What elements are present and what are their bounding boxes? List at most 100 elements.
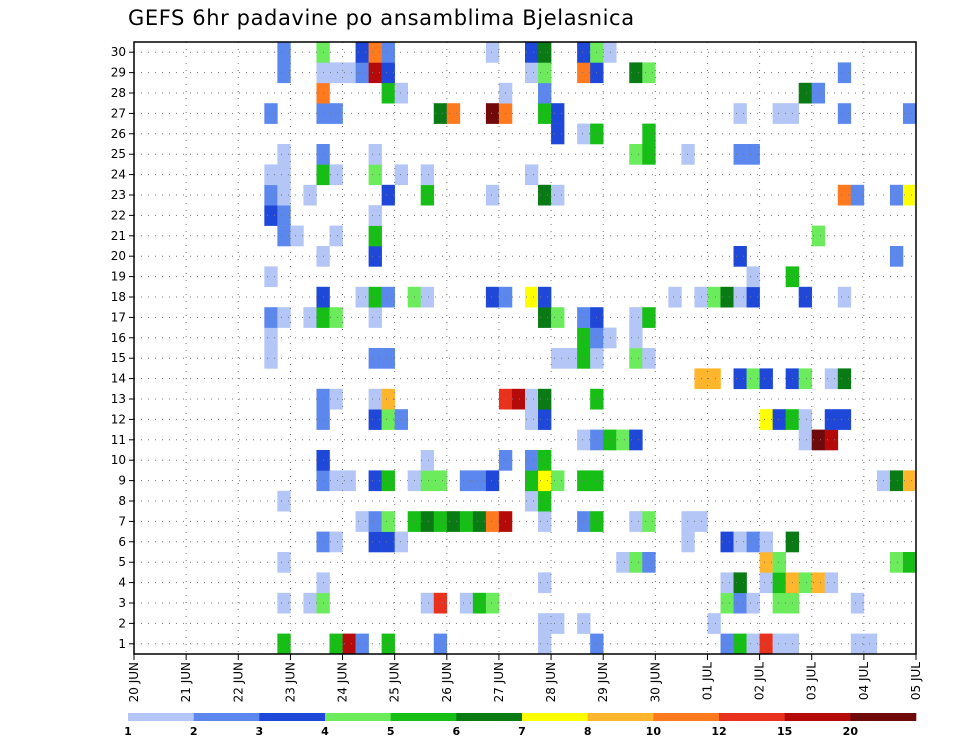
- heatmap-cell: [577, 429, 591, 451]
- heatmap-cell: [642, 62, 656, 84]
- heatmap-cell: [342, 633, 356, 655]
- heatmap-cell: [759, 552, 773, 573]
- y-tick-label: 12: [111, 412, 126, 426]
- legend: 1 2 3 4 5 6 7 8 10 12 15 20: [124, 713, 917, 738]
- x-tick-label: 03 JUL: [805, 662, 819, 700]
- heatmap-cell: [772, 409, 786, 430]
- heatmap-cell: [485, 103, 500, 124]
- x-tick-label: 30 JUN: [648, 662, 662, 702]
- heatmap-cell: [525, 490, 539, 512]
- legend-label: 10: [646, 725, 662, 738]
- plot-frame: [133, 41, 917, 655]
- heatmap-cell: [551, 348, 565, 369]
- y-tick-label: 1: [118, 637, 126, 651]
- heatmap-cell: [733, 531, 747, 553]
- heatmap-cell: [329, 103, 343, 124]
- heatmap-cell: [551, 613, 565, 634]
- heatmap-cell: [902, 470, 917, 492]
- heatmap-cells: [264, 42, 917, 655]
- heatmap-cell: [564, 348, 578, 369]
- heatmap-cell: [551, 103, 565, 124]
- heatmap-cell: [837, 286, 852, 308]
- heatmap-cell: [277, 225, 291, 247]
- heatmap-cell: [772, 633, 786, 655]
- heatmap-cell: [629, 144, 643, 165]
- x-tick-label: 04 JUL: [857, 662, 871, 700]
- x-tick-label: 05 JUL: [909, 662, 923, 700]
- heatmap-cell: [603, 429, 617, 451]
- legend-swatch: [128, 713, 194, 721]
- heatmap-cell: [538, 572, 552, 594]
- heatmap-cell: [681, 511, 695, 532]
- heatmap-cell: [303, 307, 317, 328]
- heatmap-cell: [433, 592, 448, 614]
- heatmap-cell: [525, 388, 539, 410]
- heatmap-cell: [616, 552, 630, 573]
- heatmap-cell: [889, 470, 904, 492]
- heatmap-cell: [538, 307, 552, 328]
- heatmap-cell: [277, 164, 291, 186]
- legend-swatch: [522, 713, 588, 721]
- heatmap-cell: [746, 368, 760, 390]
- x-tick-label: 25 JUN: [388, 662, 402, 702]
- heatmap-cell: [551, 470, 565, 492]
- heatmap-cell: [277, 633, 291, 655]
- y-tick-label: 15: [111, 351, 126, 365]
- heatmap-cell: [355, 286, 369, 308]
- heatmap-cell: [538, 42, 552, 63]
- heatmap-cell: [368, 470, 382, 492]
- heatmap-cell: [850, 633, 865, 655]
- heatmap-cell: [485, 286, 500, 308]
- legend-label: 3: [256, 725, 264, 738]
- heatmap-cell: [889, 184, 904, 206]
- heatmap-cell: [733, 368, 747, 390]
- legend-label: 5: [387, 725, 395, 738]
- heatmap-cell: [850, 592, 865, 614]
- heatmap-cell: [485, 184, 500, 206]
- heatmap-cell: [420, 164, 435, 186]
- y-tick-label: 16: [111, 331, 126, 345]
- heatmap-cell: [433, 470, 448, 492]
- heatmap-cell: [446, 103, 461, 124]
- heatmap-cell: [368, 164, 382, 186]
- heatmap-cell: [420, 286, 435, 308]
- heatmap-cell: [577, 348, 591, 369]
- heatmap-cell: [525, 470, 539, 492]
- heatmap-cell: [759, 572, 773, 594]
- heatmap-cell: [329, 633, 343, 655]
- heatmap-cell: [355, 42, 369, 63]
- heatmap-cell: [277, 42, 291, 63]
- heatmap-cell: [720, 286, 734, 308]
- heatmap-cell: [525, 409, 539, 430]
- heatmap-cell: [629, 307, 643, 328]
- heatmap-cell: [577, 613, 591, 634]
- heatmap-cell: [459, 511, 474, 532]
- heatmap-cell: [525, 42, 539, 63]
- heatmap-cell: [303, 592, 317, 614]
- y-tick-label: 17: [111, 310, 126, 324]
- heatmap-cell: [264, 307, 278, 328]
- heatmap-cell: [368, 144, 382, 165]
- y-tick-label: 10: [111, 453, 126, 467]
- heatmap-cell: [368, 246, 382, 267]
- legend-swatch: [193, 713, 260, 721]
- heatmap-cell: [381, 388, 395, 410]
- heatmap-cell: [733, 246, 747, 267]
- heatmap-cell: [538, 82, 552, 104]
- heatmap-cell: [759, 633, 773, 655]
- heatmap-cell: [538, 470, 552, 492]
- heatmap-cell: [720, 531, 734, 553]
- y-tick-label: 21: [111, 229, 126, 243]
- heatmap-cell: [889, 246, 904, 267]
- heatmap-cell: [902, 552, 917, 573]
- heatmap-cell: [746, 633, 760, 655]
- heatmap-cell: [746, 144, 760, 165]
- heatmap-cell: [538, 490, 552, 512]
- heatmap-cell: [811, 429, 826, 451]
- heatmap-cell: [342, 470, 356, 492]
- legend-label: 2: [190, 725, 198, 738]
- heatmap-cell: [303, 184, 317, 206]
- heatmap-cell: [420, 511, 435, 532]
- y-tick-label: 4: [118, 576, 126, 590]
- heatmap-cell: [381, 62, 395, 84]
